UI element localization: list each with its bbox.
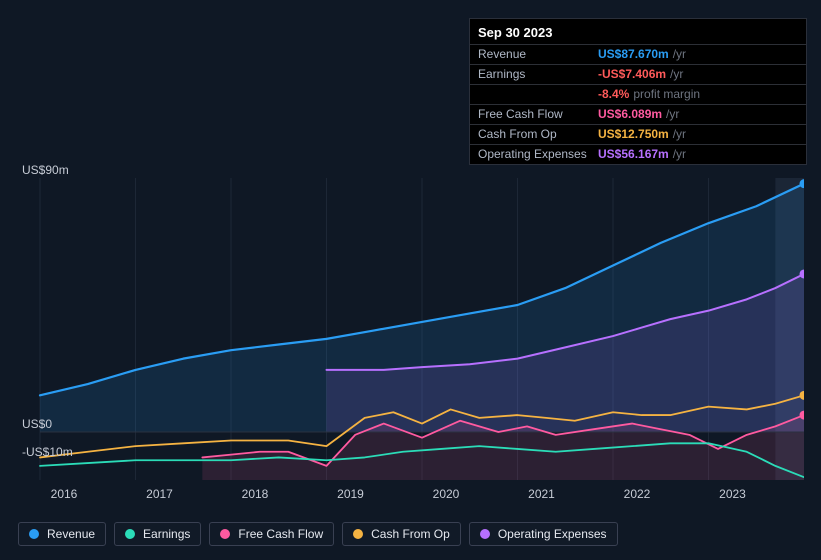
tooltip-value: US$6.089m xyxy=(598,107,662,121)
tooltip-label: Free Cash Flow xyxy=(478,107,598,121)
tooltip-sublabel: profit margin xyxy=(633,87,700,101)
svg-text:2017: 2017 xyxy=(146,487,173,501)
tooltip-unit: /yr xyxy=(666,107,679,121)
svg-text:US$0: US$0 xyxy=(22,417,52,431)
legend-label: Earnings xyxy=(143,527,190,541)
legend-swatch xyxy=(480,529,490,539)
legend-item-cash-from-op[interactable]: Cash From Op xyxy=(342,522,461,546)
tooltip-value: -US$7.406m xyxy=(598,67,666,81)
tooltip-subvalue: -8.4% xyxy=(598,87,629,101)
legend-item-operating-expenses[interactable]: Operating Expenses xyxy=(469,522,618,546)
tooltip-unit: /yr xyxy=(673,127,686,141)
legend-item-earnings[interactable]: Earnings xyxy=(114,522,201,546)
legend-swatch xyxy=(353,529,363,539)
legend-label: Operating Expenses xyxy=(498,527,607,541)
legend-label: Cash From Op xyxy=(371,527,450,541)
tooltip-row: Free Cash FlowUS$6.089m/yr xyxy=(470,104,806,124)
svg-text:2019: 2019 xyxy=(337,487,364,501)
svg-text:2020: 2020 xyxy=(433,487,460,501)
svg-text:2021: 2021 xyxy=(528,487,555,501)
legend-label: Free Cash Flow xyxy=(238,527,323,541)
tooltip-row: Cash From OpUS$12.750m/yr xyxy=(470,124,806,144)
legend-swatch xyxy=(125,529,135,539)
chart-legend: Revenue Earnings Free Cash Flow Cash From O… xyxy=(18,522,618,546)
tooltip-row: Earnings-US$7.406m/yr xyxy=(470,64,806,84)
tooltip-value: US$56.167m xyxy=(598,147,669,161)
tooltip-unit: /yr xyxy=(670,67,683,81)
svg-text:2018: 2018 xyxy=(242,487,269,501)
legend-item-free-cash-flow[interactable]: Free Cash Flow xyxy=(209,522,334,546)
svg-text:2016: 2016 xyxy=(51,487,78,501)
tooltip-subrow: -8.4% profit margin xyxy=(470,84,806,104)
tooltip-label: Cash From Op xyxy=(478,127,598,141)
tooltip-value: US$87.670m xyxy=(598,47,669,61)
svg-text:2023: 2023 xyxy=(719,487,746,501)
tooltip-unit: /yr xyxy=(673,47,686,61)
tooltip-label: Revenue xyxy=(478,47,598,61)
legend-label: Revenue xyxy=(47,527,95,541)
svg-text:2022: 2022 xyxy=(624,487,651,501)
chart-tooltip: Sep 30 2023 RevenueUS$87.670m/yrEarnings… xyxy=(469,18,807,165)
tooltip-label: Operating Expenses xyxy=(478,147,598,161)
tooltip-row: RevenueUS$87.670m/yr xyxy=(470,44,806,64)
tooltip-unit: /yr xyxy=(673,147,686,161)
legend-swatch xyxy=(29,529,39,539)
tooltip-value: US$12.750m xyxy=(598,127,669,141)
svg-text:US$90m: US$90m xyxy=(22,163,69,177)
tooltip-label: Earnings xyxy=(478,67,598,81)
svg-text:-US$10m: -US$10m xyxy=(22,445,73,459)
legend-swatch xyxy=(220,529,230,539)
legend-item-revenue[interactable]: Revenue xyxy=(18,522,106,546)
tooltip-row: Operating ExpensesUS$56.167m/yr xyxy=(470,144,806,164)
tooltip-date: Sep 30 2023 xyxy=(470,19,806,44)
